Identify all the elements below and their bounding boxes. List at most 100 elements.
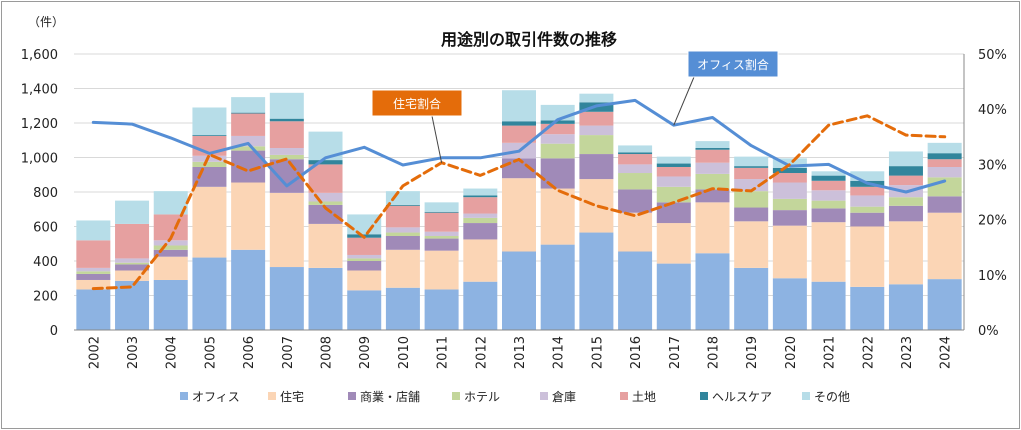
- bar-segment: [502, 125, 536, 143]
- bar-segment: [695, 162, 730, 174]
- bar-segment: [153, 240, 188, 246]
- bar-segment: [231, 113, 266, 136]
- bar-segment: [618, 145, 653, 153]
- bar-segment: [656, 186, 691, 203]
- bar-segment: [695, 148, 730, 150]
- bar-segment: [385, 249, 420, 288]
- bar-segment: [424, 231, 459, 236]
- x-tick-label: 2014: [552, 336, 567, 369]
- legend-label: 土地: [632, 390, 656, 404]
- bar-segment: [579, 125, 614, 136]
- bar-segment: [695, 173, 730, 190]
- bar-segment: [347, 214, 382, 235]
- bar-segment: [927, 279, 962, 330]
- bar-segment: [269, 121, 304, 149]
- legend-swatch: [268, 392, 276, 400]
- y-tick-label: 1,400: [21, 83, 58, 98]
- bar-segment: [850, 186, 885, 196]
- bar-segment: [115, 264, 150, 271]
- bar-segment: [579, 93, 614, 103]
- legend-label: 住宅: [280, 389, 304, 404]
- legend-label: ホテル: [464, 390, 500, 404]
- y2-tick-label: 50%: [978, 48, 1007, 63]
- bar-segment: [888, 205, 923, 222]
- bar-segment: [115, 280, 150, 330]
- bar-segment: [424, 211, 459, 213]
- bar-segment: [618, 164, 653, 174]
- legend-label: ヘルスケア: [712, 390, 772, 404]
- bar-segment: [347, 258, 382, 261]
- bar-segment: [231, 182, 266, 250]
- bar-segment: [115, 270, 150, 281]
- bar-segment: [695, 189, 730, 203]
- y-tick-label: 0: [50, 324, 58, 339]
- bar-segment: [424, 289, 459, 330]
- callout-leader: [431, 115, 443, 163]
- bar-segment: [772, 182, 807, 199]
- ratio-line: [91, 114, 947, 291]
- bar-segment: [850, 212, 885, 227]
- bar-segment: [579, 179, 614, 233]
- bar-segment: [734, 221, 769, 268]
- bar-segment: [888, 284, 923, 330]
- bar-segment: [308, 204, 343, 224]
- bar-segment: [192, 161, 227, 167]
- callout-box: [687, 50, 779, 78]
- legend-swatch: [180, 392, 188, 400]
- bar-segment: [734, 207, 769, 222]
- bar-segment: [347, 261, 382, 271]
- bar-segment: [695, 253, 730, 330]
- bar-segment: [76, 220, 111, 241]
- bar-segment: [463, 197, 498, 214]
- bar-segment: [463, 217, 498, 224]
- bar-segment: [153, 279, 188, 330]
- bar-segment: [192, 257, 227, 330]
- legend-swatch: [620, 392, 628, 400]
- bar-segment: [850, 206, 885, 213]
- x-tick-label: 2021: [823, 336, 838, 369]
- chart-title: 用途別の取引件数の推移: [441, 30, 617, 49]
- bar-segment: [115, 200, 150, 224]
- bar-segment: [579, 154, 614, 180]
- bar-segment: [888, 175, 923, 186]
- bar-segment: [656, 156, 691, 164]
- bar-segment: [579, 135, 614, 155]
- bar-segment: [153, 249, 188, 257]
- x-tick-label: 2007: [281, 336, 296, 369]
- bar-segment: [76, 240, 111, 268]
- bar-segment: [888, 151, 923, 167]
- bar-segment: [385, 205, 420, 228]
- callout-box: [371, 89, 463, 117]
- bar-segment: [772, 158, 807, 168]
- bar-segment: [308, 192, 343, 202]
- ratio-lines: [91, 98, 947, 291]
- y-tick-label: 200: [33, 290, 58, 305]
- bar-segment: [424, 238, 459, 251]
- legend-label: オフィス: [192, 390, 240, 404]
- bar-segment: [463, 281, 498, 330]
- bar-segment: [540, 123, 575, 135]
- x-tick-label: 2016: [629, 336, 644, 369]
- bar-segment: [424, 202, 459, 212]
- legend-label: その他: [814, 390, 850, 404]
- bar-segment: [927, 153, 962, 160]
- bar-segment: [734, 179, 769, 192]
- bar-segment: [540, 120, 575, 124]
- bar-segment: [888, 166, 923, 176]
- bar-segment: [811, 200, 846, 209]
- bar-segment: [734, 267, 769, 330]
- x-tick-label: 2017: [668, 336, 683, 369]
- bar-segment: [153, 256, 188, 280]
- x-tick-label: 2003: [126, 336, 141, 369]
- bar-segment: [269, 92, 304, 119]
- bar-segment: [927, 142, 962, 154]
- bar-segment: [502, 90, 536, 122]
- bar-segment: [308, 160, 343, 165]
- x-tick-label: 2011: [436, 336, 451, 369]
- bar-segment: [115, 262, 150, 265]
- bar-segment: [308, 223, 343, 268]
- bar-segment: [231, 146, 266, 151]
- bar-segment: [772, 198, 807, 211]
- x-tick-label: 2008: [320, 336, 335, 369]
